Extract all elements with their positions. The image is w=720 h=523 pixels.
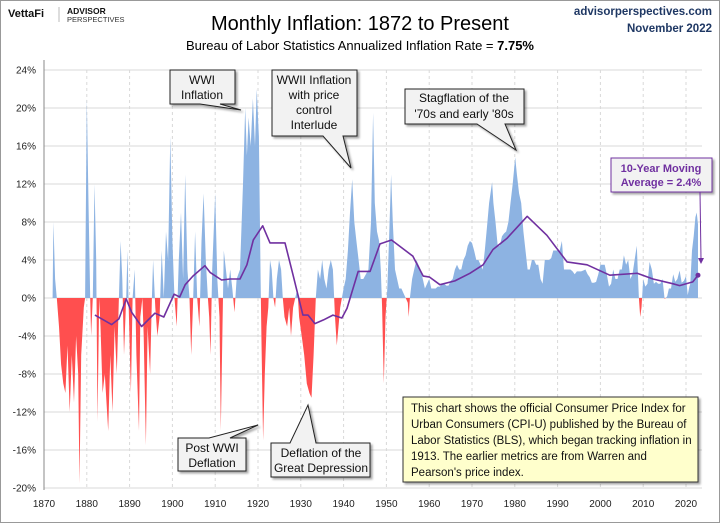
y-tick-label: -16%: [13, 446, 36, 457]
callout-post-wwi-box: [177, 424, 259, 472]
callout-wwi-box: [169, 69, 242, 111]
note-line-5: Pearson's price index.: [411, 467, 524, 479]
y-tick-label: -20%: [13, 484, 36, 495]
arrow-head-icon: [698, 258, 704, 264]
logo-vettafi: VettaFi: [8, 8, 44, 20]
x-tick-label: 1880: [76, 499, 99, 510]
callout-stagflation-box: [404, 88, 525, 152]
callout-wwi-line2: Inflation: [181, 88, 223, 102]
callout-wwi-line1: WWI: [189, 73, 215, 87]
callout-depression: Deflation of the Great Depression: [270, 403, 371, 478]
callout-stagflation: Stagflation of the '70s and early '80s: [404, 88, 525, 152]
note-box: This chart shows the official Consumer P…: [402, 396, 699, 483]
site-link[interactable]: advisorperspectives.com: [574, 6, 712, 18]
callout-depression-line1: Deflation of the: [281, 446, 362, 460]
moving-average-arrow: [699, 191, 702, 260]
logo-advisor: ADVISOR: [67, 6, 106, 16]
callout-wwii-line2: with price: [288, 88, 340, 102]
x-tick-label: 1870: [33, 499, 56, 510]
y-tick-label: -8%: [18, 370, 36, 381]
y-tick-label: -12%: [13, 408, 36, 419]
subtitle-text: Bureau of Labor Statistics Annualized In…: [186, 38, 497, 53]
callout-moving-average-box: [610, 157, 713, 193]
callout-wwii-line4: Interlude: [291, 118, 338, 132]
y-tick-label: 4%: [22, 256, 37, 267]
inflation-negative-area: [52, 298, 698, 484]
callout-wwii-line3: control: [296, 103, 332, 117]
chart-title: Monthly Inflation: 1872 to Present: [211, 13, 509, 35]
callout-depression-line2: Great Depression: [274, 461, 368, 475]
x-tick-label: 1890: [118, 499, 141, 510]
x-tick-label: 1930: [290, 499, 313, 510]
note-line-3: Labor Statistics (BLS), which began trac…: [411, 435, 692, 447]
y-tick-label: -4%: [18, 332, 36, 343]
inflation-positive-area: [52, 89, 698, 298]
note-box-background: [402, 396, 699, 483]
x-tick-label: 1920: [247, 499, 270, 510]
x-tick-label: 2010: [632, 499, 655, 510]
moving-average-line: [94, 215, 699, 328]
callout-stagflation-line2: '70s and early '80s: [414, 107, 513, 121]
callout-moving-average-line1: 10-Year Moving: [621, 163, 702, 175]
moving-average-series: [94, 215, 701, 328]
x-tick-label: 1990: [546, 499, 569, 510]
x-tick-label: 1910: [204, 499, 227, 510]
y-tick-label: 0%: [22, 294, 37, 305]
callout-moving-average-line2: Average = 2.4%: [621, 177, 702, 189]
callout-post-wwi-line2: Deflation: [188, 456, 235, 470]
note-line-1: This chart shows the official Consumer P…: [411, 403, 686, 415]
x-tick-label: 2020: [675, 499, 698, 510]
y-axis-ticks: 24% 20% 16% 12% 8% 4% 0% -4% -8% -12% -16% -20%: [13, 66, 36, 495]
report-date: November 2022: [627, 23, 712, 35]
callout-depression-box: [270, 403, 371, 478]
x-axis-ticks: 1870 1880 1890 1900 1910 1920 1930 1940 1950 1960…: [33, 499, 698, 510]
moving-average-endpoint: [695, 272, 701, 278]
callout-wwii-box: [271, 69, 358, 169]
x-tick-label: 1950: [375, 499, 398, 510]
callout-wwii-line1: WWII Inflation: [277, 73, 352, 87]
chart-subtitle: Bureau of Labor Statistics Annualized In…: [186, 38, 534, 53]
note-line-2: Urban Consumers (CPI-U) published by the…: [411, 419, 687, 431]
logo-perspectives: PERSPECTIVES: [67, 15, 125, 24]
logo: VettaFi ADVISOR PERSPECTIVES: [8, 6, 125, 24]
inflation-area: [52, 89, 698, 484]
callout-post-wwi: Post WWI Deflation: [177, 424, 259, 472]
callout-moving-average: 10-Year Moving Average = 2.4%: [610, 157, 713, 264]
x-tick-label: 1980: [504, 499, 527, 510]
subtitle-value: 7.75%: [497, 38, 534, 53]
callout-wwii: WWII Inflation with price control Interl…: [271, 69, 358, 169]
note-line-4: 1913. The earlier metrics are from Warre…: [411, 451, 647, 463]
x-tick-label: 1940: [332, 499, 355, 510]
callout-wwi: WWI Inflation: [169, 69, 242, 111]
y-tick-label: 20%: [16, 104, 36, 115]
y-tick-label: 12%: [16, 180, 36, 191]
x-tick-label: 1970: [461, 499, 484, 510]
x-tick-label: 2000: [589, 499, 612, 510]
callout-stagflation-line1: Stagflation of the: [419, 91, 509, 105]
x-tick-label: 1960: [418, 499, 441, 510]
y-tick-label: 16%: [16, 142, 36, 153]
y-tick-label: 24%: [16, 66, 36, 77]
x-tick-label: 1900: [161, 499, 184, 510]
callout-post-wwi-line1: Post WWI: [185, 441, 238, 455]
y-tick-label: 8%: [22, 218, 37, 229]
